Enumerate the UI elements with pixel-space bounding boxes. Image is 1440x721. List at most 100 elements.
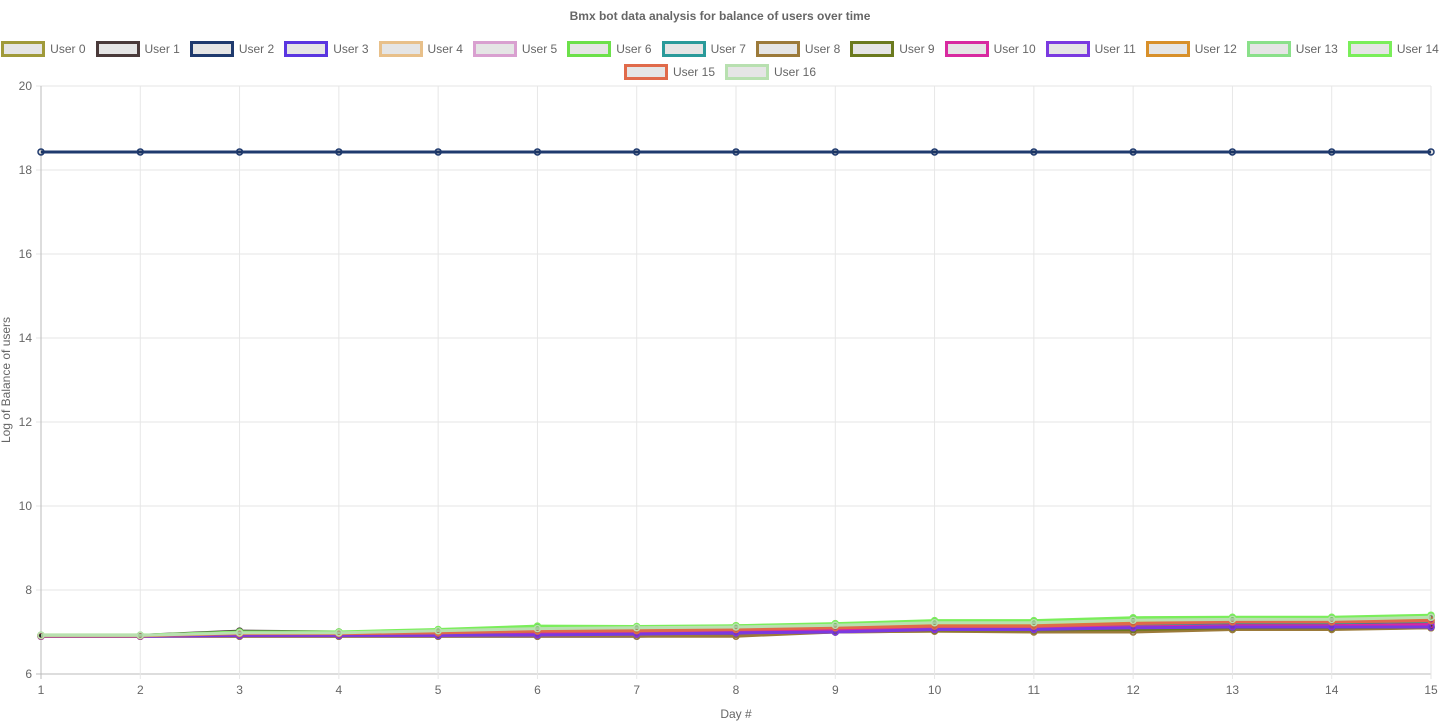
x-tick-label: 1 <box>38 683 45 697</box>
legend: User 0 User 1 User 2 User 3 User 4 User 5 User… <box>0 38 1440 84</box>
legend-swatch <box>472 41 517 57</box>
legend-row: User 15 User 16 <box>0 61 1440 83</box>
data-point-user-2 <box>1327 148 1336 156</box>
legend-label: User 11 <box>1094 42 1136 56</box>
y-tick-label: 12 <box>19 415 33 429</box>
legend-item[interactable]: User 3 <box>284 41 369 57</box>
x-tick-label: 11 <box>1028 683 1041 697</box>
legend-swatch <box>284 41 329 57</box>
x-tick-label: 14 <box>1325 683 1339 697</box>
x-tick-label: 2 <box>137 683 144 697</box>
y-tick-label: 10 <box>19 499 33 513</box>
legend-item[interactable]: User 9 <box>850 41 935 57</box>
data-point-user-2 <box>1129 148 1137 156</box>
x-tick-label: 4 <box>336 683 343 697</box>
legend-label: User 13 <box>1295 42 1338 56</box>
data-point-user-16 <box>632 624 641 632</box>
legend-swatch <box>944 41 989 57</box>
legend-swatch <box>567 41 612 57</box>
legend-label: User 14 <box>1396 42 1439 56</box>
legend-item[interactable]: User 4 <box>378 41 463 57</box>
y-tick-label: 14 <box>19 331 33 345</box>
legend-item[interactable]: User 14 <box>1347 41 1439 57</box>
data-point-user-16 <box>533 624 542 633</box>
legend-swatch <box>95 41 140 57</box>
x-tick-label: 5 <box>435 683 442 697</box>
x-axis-label: Day # <box>720 707 752 721</box>
legend-label: User 4 <box>427 42 463 56</box>
legend-label: User 9 <box>899 42 935 56</box>
x-tick-label: 7 <box>633 683 640 697</box>
legend-item[interactable]: User 5 <box>472 41 558 57</box>
legend-swatch <box>623 64 668 80</box>
legend-label: User 7 <box>710 42 746 56</box>
data-point-user-11 <box>1427 623 1435 631</box>
legend-label: User 8 <box>804 42 841 56</box>
legend-swatch <box>1246 41 1291 57</box>
data-point-user-2 <box>235 148 244 156</box>
legend-swatch <box>1045 41 1090 57</box>
series-line-user-16 <box>41 615 1432 637</box>
legend-label: User 16 <box>774 65 817 79</box>
legend-item[interactable]: User 8 <box>755 41 841 57</box>
data-point-user-2 <box>533 148 542 156</box>
legend-swatch <box>661 41 706 57</box>
legend-row: User 0 User 1 User 2 User 3 User 4 User 5 User… <box>0 38 1440 60</box>
legend-item[interactable]: User 1 <box>95 41 180 57</box>
legend-item[interactable]: User 11 <box>1045 41 1136 57</box>
y-tick-label: 8 <box>25 583 32 597</box>
data-point-user-16 <box>1228 615 1237 624</box>
y-tick-label: 6 <box>25 667 32 681</box>
legend-label: User 10 <box>993 42 1036 56</box>
legend-label: User 15 <box>672 65 715 79</box>
legend-label: User 2 <box>238 42 275 56</box>
legend-swatch <box>189 41 234 57</box>
data-point-user-2 <box>1030 148 1038 156</box>
legend-label: User 6 <box>616 42 652 56</box>
data-point-user-16 <box>930 619 939 627</box>
x-tick-label: 3 <box>236 683 243 697</box>
data-point-user-16 <box>1129 616 1137 624</box>
data-point-user-2 <box>930 148 939 156</box>
x-tick-label: 13 <box>1226 683 1240 697</box>
x-tick-label: 10 <box>928 683 942 697</box>
data-point-user-16 <box>335 629 343 637</box>
x-tick-label: 9 <box>832 683 839 697</box>
y-tick-label: 16 <box>19 247 33 261</box>
y-axis-label: Log of Balance of users <box>0 316 13 444</box>
data-point-user-16 <box>235 629 244 637</box>
data-point-user-16 <box>1427 613 1435 622</box>
legend-item[interactable]: User 15 <box>623 64 715 80</box>
legend-label: User 12 <box>1194 42 1237 56</box>
data-point-user-2 <box>1427 148 1435 156</box>
legend-item[interactable]: User 0 <box>1 41 86 57</box>
y-tick-label: 20 <box>19 79 33 93</box>
legend-label: User 1 <box>144 42 180 56</box>
legend-swatch <box>1 41 46 57</box>
legend-label: User 5 <box>521 42 558 56</box>
chart-title: Bmx bot data analysis for balance of use… <box>569 9 871 23</box>
data-point-user-16 <box>732 623 740 631</box>
data-point-user-2 <box>632 148 641 156</box>
y-tick-label: 18 <box>19 163 33 177</box>
legend-item[interactable]: User 16 <box>725 64 816 80</box>
legend-swatch <box>1347 41 1392 57</box>
data-point-user-2 <box>434 148 442 156</box>
data-point-user-16 <box>831 621 840 630</box>
data-point-user-2 <box>1228 148 1237 156</box>
legend-item[interactable]: User 13 <box>1246 41 1338 57</box>
data-point-user-2 <box>37 148 45 156</box>
legend-swatch <box>755 41 800 57</box>
legend-swatch <box>725 64 769 80</box>
legend-item[interactable]: User 2 <box>189 41 275 57</box>
data-point-user-16 <box>136 631 145 640</box>
legend-item[interactable]: User 6 <box>567 41 652 57</box>
data-point-user-16 <box>1030 619 1038 627</box>
legend-item[interactable]: User 7 <box>661 41 746 57</box>
legend-label: User 0 <box>50 42 86 56</box>
x-tick-label: 12 <box>1126 683 1140 697</box>
x-tick-label: 15 <box>1424 683 1438 697</box>
legend-item[interactable]: User 12 <box>1145 41 1237 57</box>
legend-item[interactable]: User 10 <box>944 41 1036 57</box>
legend-swatch <box>1145 41 1190 57</box>
